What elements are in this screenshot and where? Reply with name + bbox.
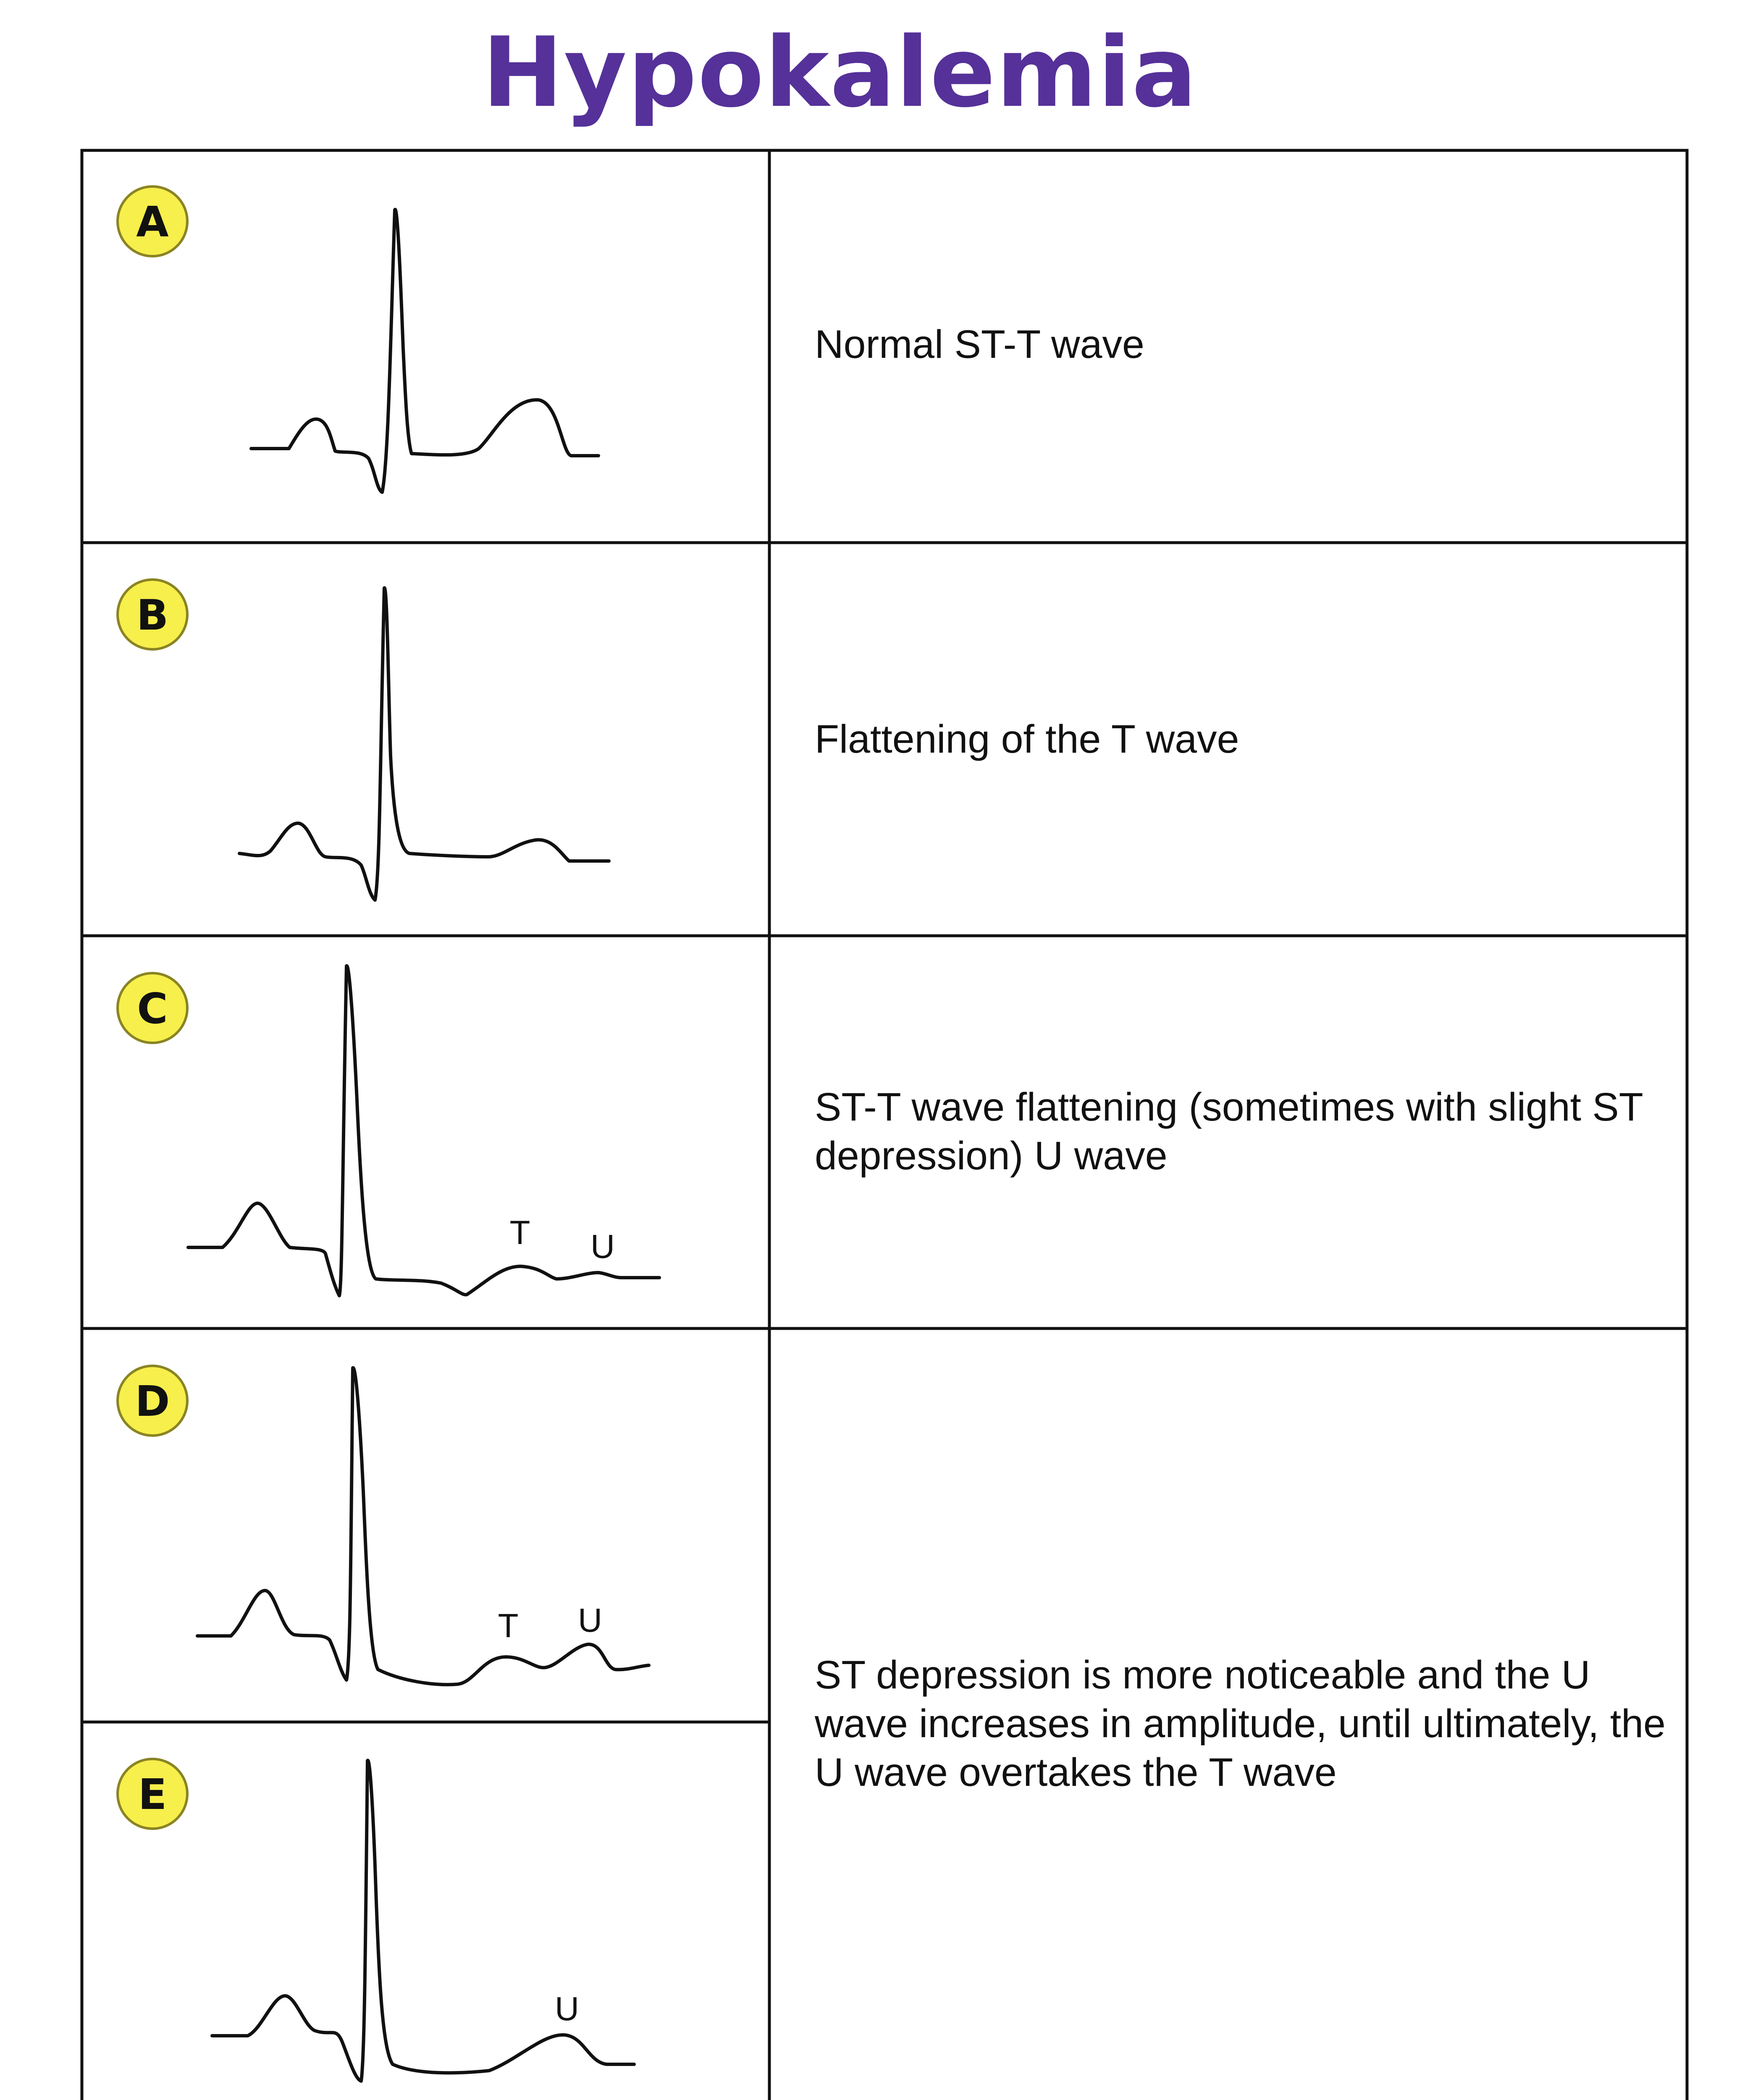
badge-a-circle (116, 185, 189, 257)
description-b: Flattening of the T wave (815, 717, 1239, 761)
ecg-wave-a (249, 207, 600, 494)
description-de: ST depression is more noticeable and the… (815, 1653, 1666, 1795)
annotation-d-t: T (498, 1607, 519, 1644)
badge-b-circle (116, 578, 189, 651)
table-grid (80, 149, 1689, 2100)
ecg-wave-c (186, 964, 661, 1297)
badge-e: E (116, 1758, 189, 1830)
badge-c-label: C (137, 984, 168, 1033)
table-border (80, 149, 1689, 2100)
ecg-wave-e (210, 1759, 636, 2083)
panel-badges: A B C D E (116, 185, 189, 1830)
ecg-waveforms (186, 207, 661, 2083)
wave-annotations: T U T U U (498, 1214, 615, 2027)
badge-c: C (116, 972, 189, 1044)
annotation-d-u: U (578, 1601, 602, 1639)
badge-b-label: B (136, 591, 168, 640)
badge-e-label: E (138, 1770, 167, 1819)
description-a: Normal ST-T wave (815, 322, 1144, 367)
annotation-c-t: T (510, 1214, 530, 1251)
ecg-wave-b (238, 586, 611, 902)
badge-d-circle (116, 1365, 189, 1437)
annotation-e-u: U (555, 1990, 579, 2027)
badge-a: A (116, 185, 189, 257)
badge-d-label: D (135, 1377, 170, 1426)
badge-b: B (116, 578, 189, 651)
ecg-wave-d (196, 1366, 651, 1686)
badge-c-circle (116, 972, 189, 1044)
page-title: Hypokalemia (482, 17, 1198, 129)
badge-a-label: A (136, 197, 168, 247)
badge-d: D (116, 1365, 189, 1437)
description-c: ST-T wave flattening (sometimes with sli… (815, 1085, 1643, 1178)
badge-e-circle (116, 1758, 189, 1830)
annotation-c-u: U (590, 1228, 615, 1265)
